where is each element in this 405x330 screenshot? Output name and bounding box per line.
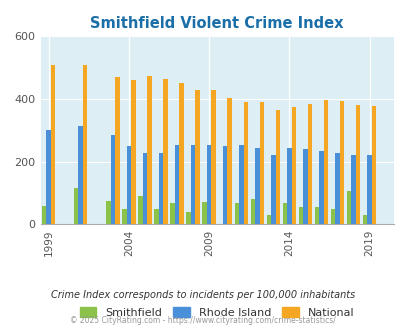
Bar [186,212,190,224]
Bar [314,207,319,224]
Bar [170,203,175,224]
Bar [275,110,279,224]
Bar [323,100,328,224]
Legend: Smithfield, Rhode Island, National: Smithfield, Rhode Island, National [75,303,358,322]
Text: Crime Index corresponds to incidents per 100,000 inhabitants: Crime Index corresponds to incidents per… [51,290,354,300]
Bar [143,153,147,224]
Bar [78,126,83,224]
Bar [51,65,55,224]
Bar [46,130,51,224]
Bar [351,155,355,224]
Bar [227,98,231,224]
Bar [222,146,227,224]
Bar [147,76,151,224]
Bar [355,105,360,224]
Bar [303,148,307,224]
Bar [175,146,179,224]
Bar [298,207,303,224]
Bar [362,215,367,224]
Bar [250,199,254,224]
Bar [42,206,46,224]
Bar [346,191,351,224]
Bar [259,102,263,224]
Bar [367,155,371,224]
Bar [291,107,296,224]
Bar [243,102,247,224]
Bar [158,153,163,224]
Bar [254,148,259,224]
Bar [211,89,215,224]
Bar [282,203,286,224]
Bar [271,155,275,224]
Bar [239,146,243,224]
Bar [131,80,135,224]
Bar [83,65,87,224]
Bar [371,106,375,224]
Bar [234,203,239,224]
Bar [74,188,78,224]
Bar [286,148,291,224]
Bar [115,77,119,224]
Bar [190,146,195,224]
Bar [179,83,183,224]
Bar [138,196,143,224]
Bar [266,215,271,224]
Bar [163,79,167,224]
Bar [202,202,207,224]
Bar [339,101,343,224]
Bar [122,209,126,224]
Title: Smithfield Violent Crime Index: Smithfield Violent Crime Index [90,16,343,31]
Text: © 2025 CityRating.com - https://www.cityrating.com/crime-statistics/: © 2025 CityRating.com - https://www.city… [70,315,335,325]
Bar [110,135,115,224]
Bar [330,209,335,224]
Bar [126,146,131,224]
Bar [319,151,323,224]
Bar [307,104,311,224]
Bar [335,153,339,224]
Bar [195,89,199,224]
Bar [106,201,110,224]
Bar [207,146,211,224]
Bar [154,209,158,224]
